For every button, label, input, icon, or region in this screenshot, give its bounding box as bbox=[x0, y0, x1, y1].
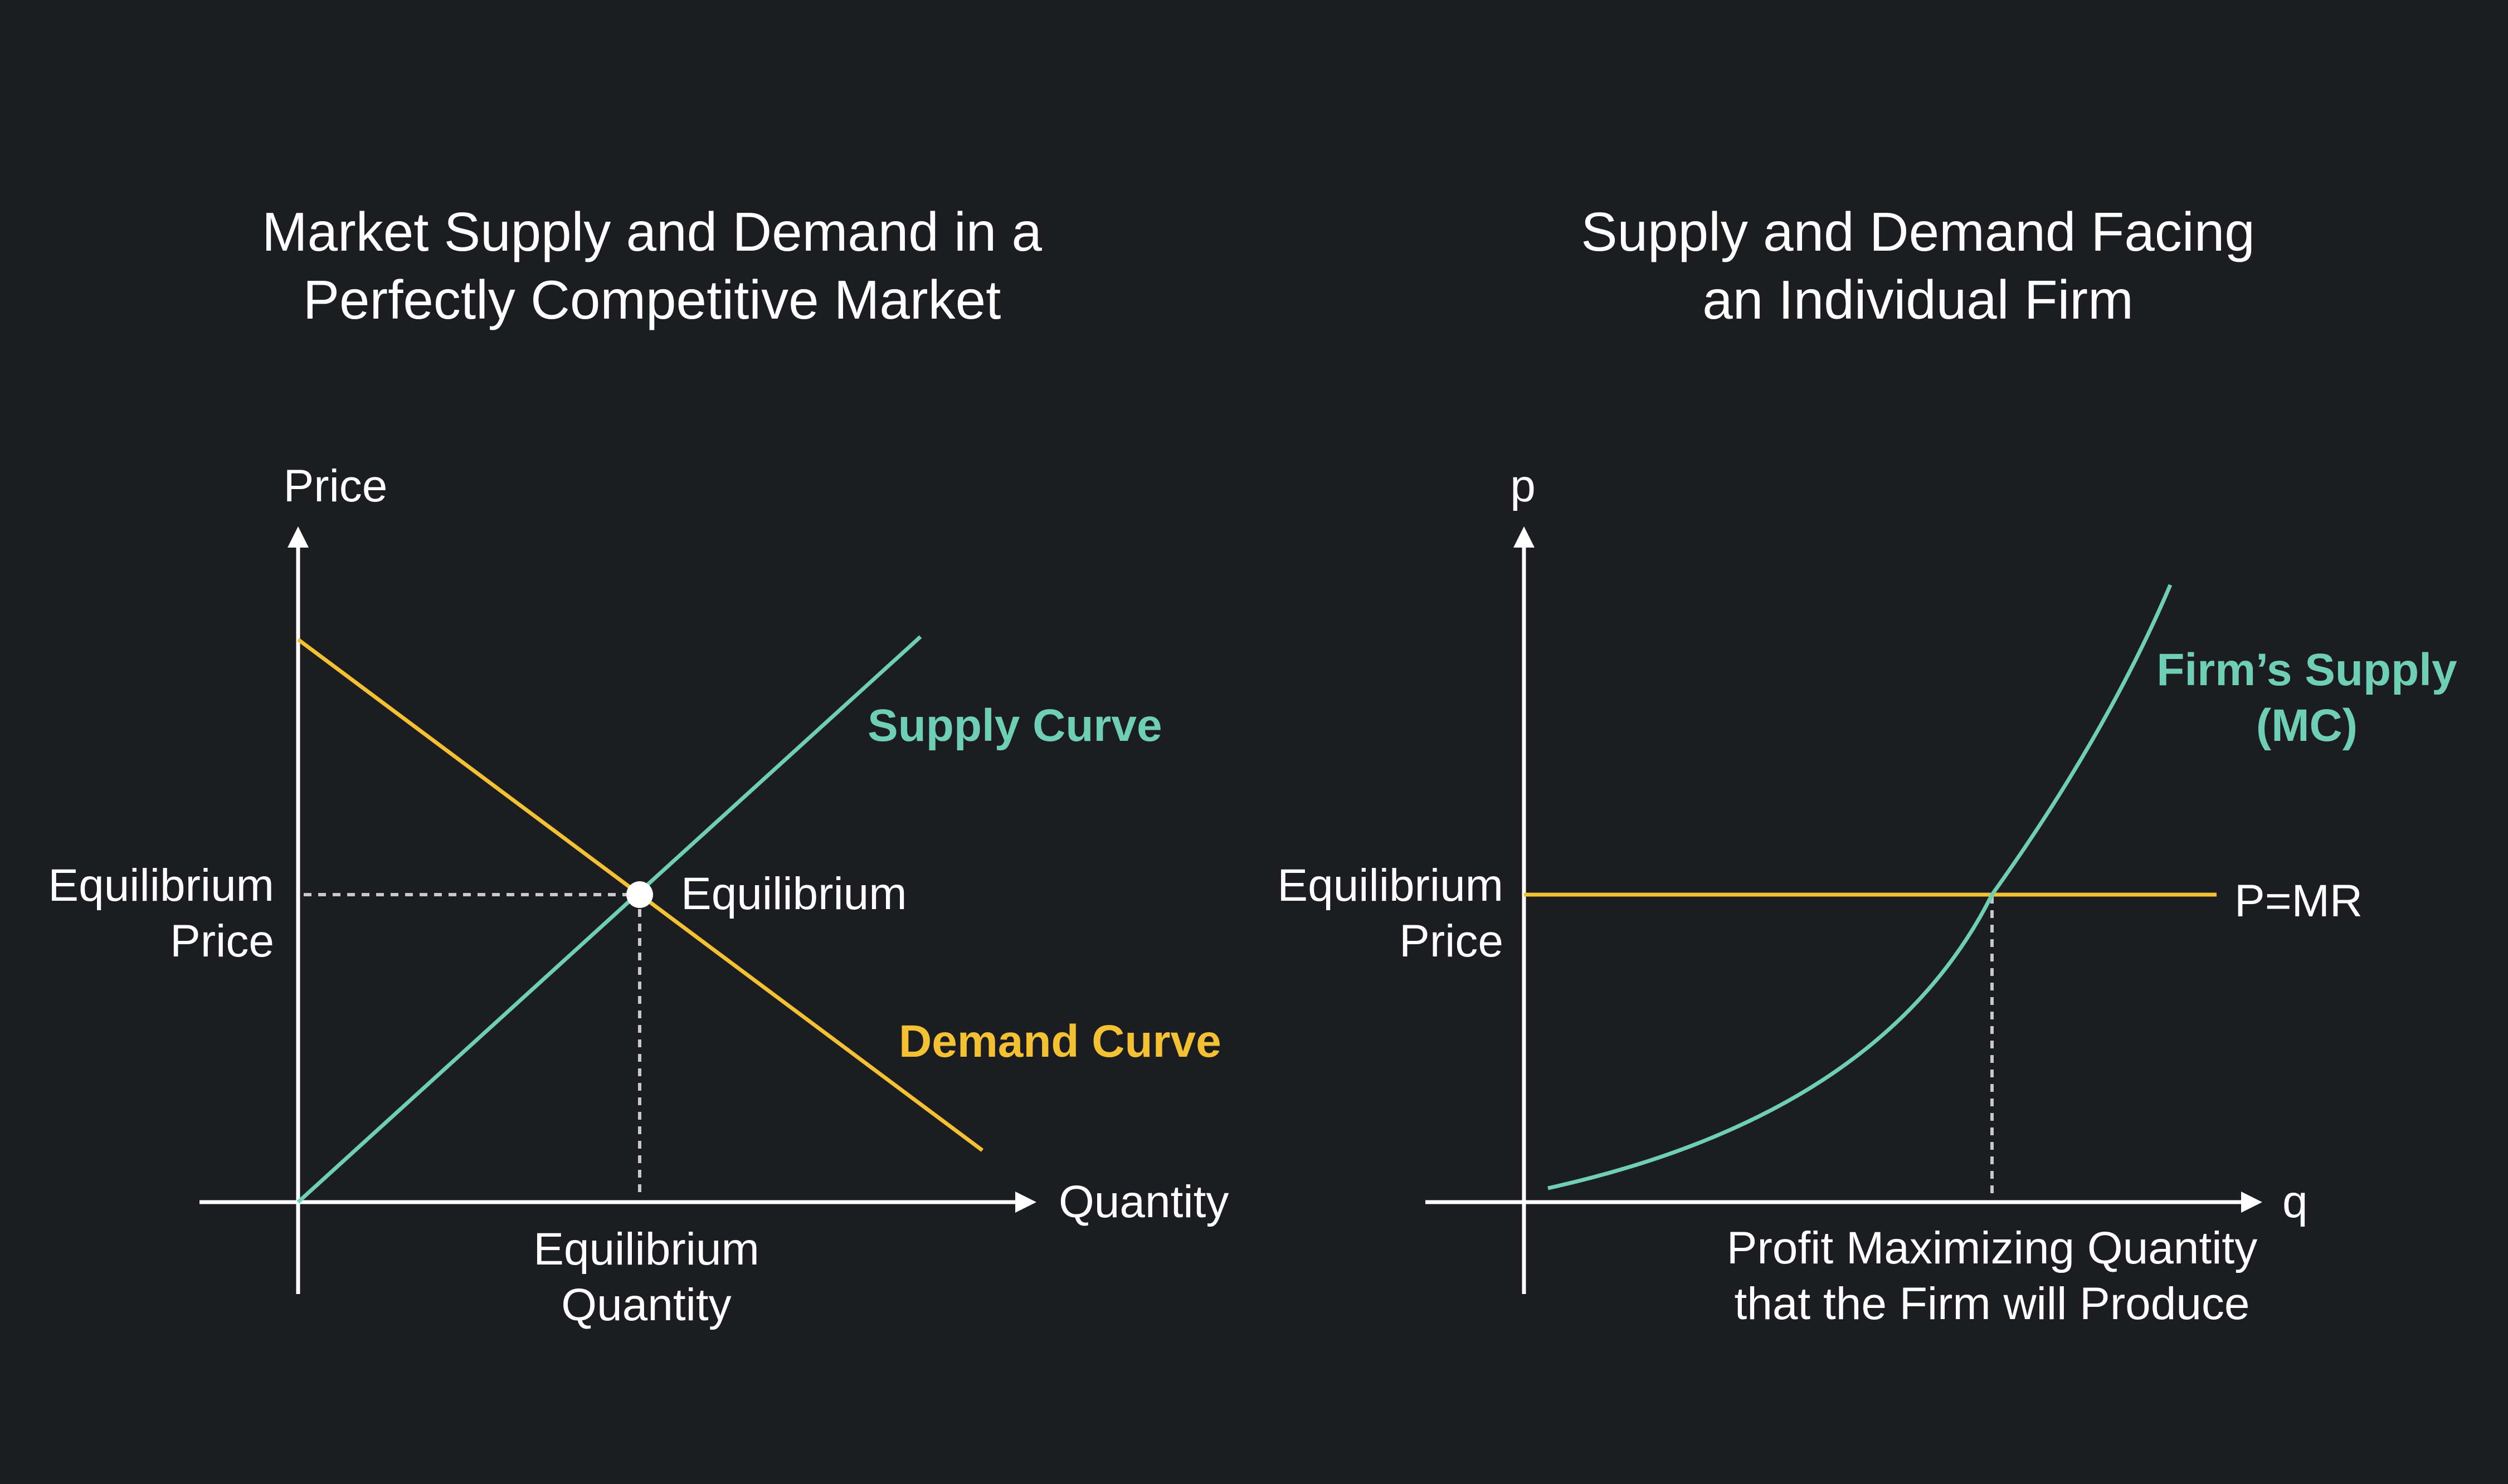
left-equilibrium-label: Equilibrium bbox=[681, 868, 907, 919]
left-title-line2: Perfectly Competitive Market bbox=[303, 269, 1001, 330]
left-title-line1: Market Supply and Demand in a bbox=[262, 201, 1042, 262]
left-x-axis-arrow-icon bbox=[1015, 1192, 1036, 1213]
right-diagram: Supply and Demand Facing an Individual F… bbox=[1277, 201, 2457, 1329]
left-supply-label: Supply Curve bbox=[868, 700, 1162, 751]
right-mr-label: P=MR bbox=[2234, 876, 2363, 926]
left-x-axis-label: Quantity bbox=[1059, 1177, 1229, 1227]
right-y-axis-label: p bbox=[1510, 461, 1536, 511]
right-eq-price-label-line1: Equilibrium bbox=[1277, 860, 1503, 911]
right-qty-label-line1: Profit Maximizing Quantity bbox=[1727, 1223, 2257, 1273]
right-x-axis-label: q bbox=[2282, 1177, 2308, 1227]
right-supply-label-line2: (MC) bbox=[2256, 700, 2358, 751]
left-eq-price-label-line1: Equilibrium bbox=[48, 860, 274, 911]
left-eq-qty-label-line1: Equilibrium bbox=[533, 1224, 759, 1275]
left-eq-qty-label-line2: Quantity bbox=[561, 1280, 731, 1330]
left-equilibrium-point bbox=[626, 881, 653, 908]
left-eq-price-label-line2: Price bbox=[170, 916, 274, 966]
right-x-axis-arrow-icon bbox=[2241, 1192, 2262, 1213]
left-diagram: Market Supply and Demand in a Perfectly … bbox=[48, 201, 1229, 1330]
right-title-line1: Supply and Demand Facing bbox=[1581, 201, 2254, 262]
left-supply-curve bbox=[296, 635, 922, 1204]
left-y-axis-arrow-icon bbox=[288, 526, 309, 548]
right-supply-label-line1: Firm’s Supply bbox=[2156, 645, 2457, 695]
right-y-axis-arrow-icon bbox=[1513, 526, 1535, 548]
right-supply-curve bbox=[1547, 584, 2173, 1190]
right-title-line2: an Individual Firm bbox=[1702, 269, 2133, 330]
left-demand-label: Demand Curve bbox=[899, 1016, 1221, 1067]
right-eq-price-label-line2: Price bbox=[1399, 916, 1503, 966]
left-y-axis-label: Price bbox=[284, 461, 388, 511]
right-qty-label-line2: that the Firm will Produce bbox=[1734, 1278, 2249, 1329]
